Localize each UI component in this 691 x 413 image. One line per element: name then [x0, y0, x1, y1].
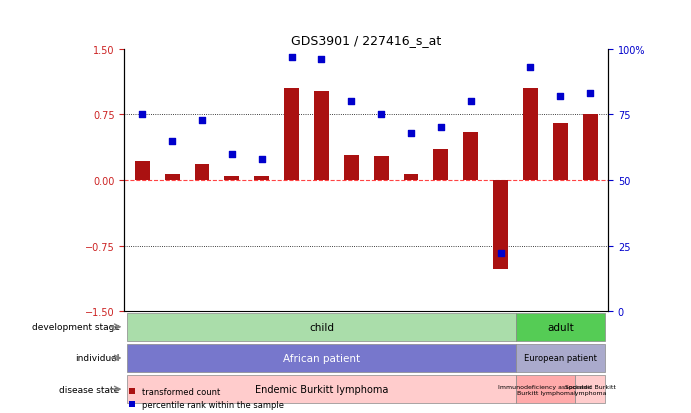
Point — [495, 251, 506, 257]
Bar — [463, 133, 478, 180]
FancyBboxPatch shape — [127, 344, 515, 372]
Point — [376, 112, 387, 119]
Point — [465, 99, 476, 105]
Point — [555, 93, 566, 100]
Legend: transformed count, percentile rank within the sample: transformed count, percentile rank withi… — [129, 387, 284, 409]
Text: Sporadic Burkitt
lymphoma: Sporadic Burkitt lymphoma — [565, 384, 616, 394]
Text: European patient: European patient — [524, 354, 597, 363]
Point — [137, 112, 148, 119]
FancyBboxPatch shape — [127, 313, 515, 341]
Point — [167, 138, 178, 145]
Bar — [583, 115, 598, 180]
FancyBboxPatch shape — [127, 375, 515, 403]
Bar — [523, 89, 538, 180]
FancyBboxPatch shape — [515, 375, 575, 403]
Point — [196, 117, 207, 123]
Text: individual: individual — [75, 354, 120, 363]
Text: development stage: development stage — [32, 323, 120, 332]
Bar — [254, 177, 269, 180]
Text: Endemic Burkitt lymphoma: Endemic Burkitt lymphoma — [255, 384, 388, 394]
FancyBboxPatch shape — [575, 375, 605, 403]
Bar — [225, 176, 239, 180]
Text: disease state: disease state — [59, 385, 120, 394]
Bar — [433, 150, 448, 180]
Point — [316, 57, 327, 63]
Bar — [195, 165, 209, 180]
Bar — [404, 174, 419, 180]
Point — [256, 156, 267, 163]
Text: African patient: African patient — [283, 353, 360, 363]
Bar — [135, 161, 150, 180]
Bar — [314, 91, 329, 180]
Bar — [374, 157, 388, 180]
Bar — [553, 124, 568, 180]
FancyBboxPatch shape — [515, 344, 605, 372]
Point — [525, 64, 536, 71]
Point — [227, 151, 238, 158]
Point — [346, 99, 357, 105]
Text: adult: adult — [547, 322, 574, 332]
Bar — [164, 174, 180, 180]
Text: Immunodeficiency associated
Burkitt lymphoma: Immunodeficiency associated Burkitt lymp… — [498, 384, 592, 394]
FancyBboxPatch shape — [515, 313, 605, 341]
Bar — [344, 156, 359, 180]
Point — [585, 91, 596, 97]
Point — [435, 125, 446, 131]
Point — [286, 54, 297, 61]
Bar — [493, 180, 508, 270]
Title: GDS3901 / 227416_s_at: GDS3901 / 227416_s_at — [291, 34, 442, 47]
Bar — [284, 89, 299, 180]
Point — [406, 130, 417, 137]
Text: child: child — [309, 322, 334, 332]
